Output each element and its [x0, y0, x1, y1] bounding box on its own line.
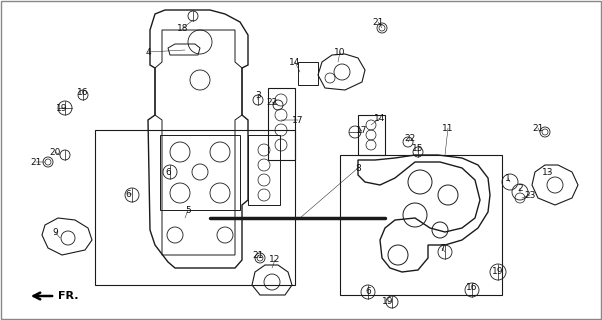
- Text: 22: 22: [405, 133, 415, 142]
- Text: 10: 10: [334, 47, 346, 57]
- Text: 9: 9: [52, 228, 58, 236]
- Text: 19: 19: [382, 298, 394, 307]
- Text: 13: 13: [542, 167, 554, 177]
- Text: 6: 6: [165, 167, 171, 177]
- Text: 20: 20: [49, 148, 61, 156]
- Text: 12: 12: [269, 255, 281, 265]
- Text: FR.: FR.: [58, 291, 78, 301]
- Text: 4: 4: [145, 47, 151, 57]
- Text: 21: 21: [252, 251, 264, 260]
- Text: 2: 2: [517, 183, 523, 193]
- Text: 17: 17: [292, 116, 304, 124]
- Text: 1: 1: [505, 173, 511, 182]
- Text: 16: 16: [467, 284, 478, 292]
- Text: 22: 22: [266, 98, 278, 107]
- Text: 15: 15: [412, 143, 424, 153]
- Text: 14: 14: [290, 58, 300, 67]
- Text: 6: 6: [365, 287, 371, 297]
- Text: 21: 21: [372, 18, 383, 27]
- Text: 17: 17: [356, 125, 368, 134]
- Text: 19: 19: [492, 268, 504, 276]
- Text: 11: 11: [442, 124, 454, 132]
- Text: 8: 8: [355, 164, 361, 172]
- Text: 21: 21: [532, 124, 544, 132]
- Text: 3: 3: [255, 91, 261, 100]
- Text: 21: 21: [30, 157, 42, 166]
- Text: 6: 6: [125, 189, 131, 198]
- Text: 19: 19: [56, 103, 68, 113]
- Text: 7: 7: [439, 244, 445, 252]
- Text: 23: 23: [524, 190, 536, 199]
- Text: 14: 14: [374, 114, 386, 123]
- Text: 18: 18: [177, 23, 189, 33]
- Text: 5: 5: [185, 205, 191, 214]
- Text: 16: 16: [77, 87, 88, 97]
